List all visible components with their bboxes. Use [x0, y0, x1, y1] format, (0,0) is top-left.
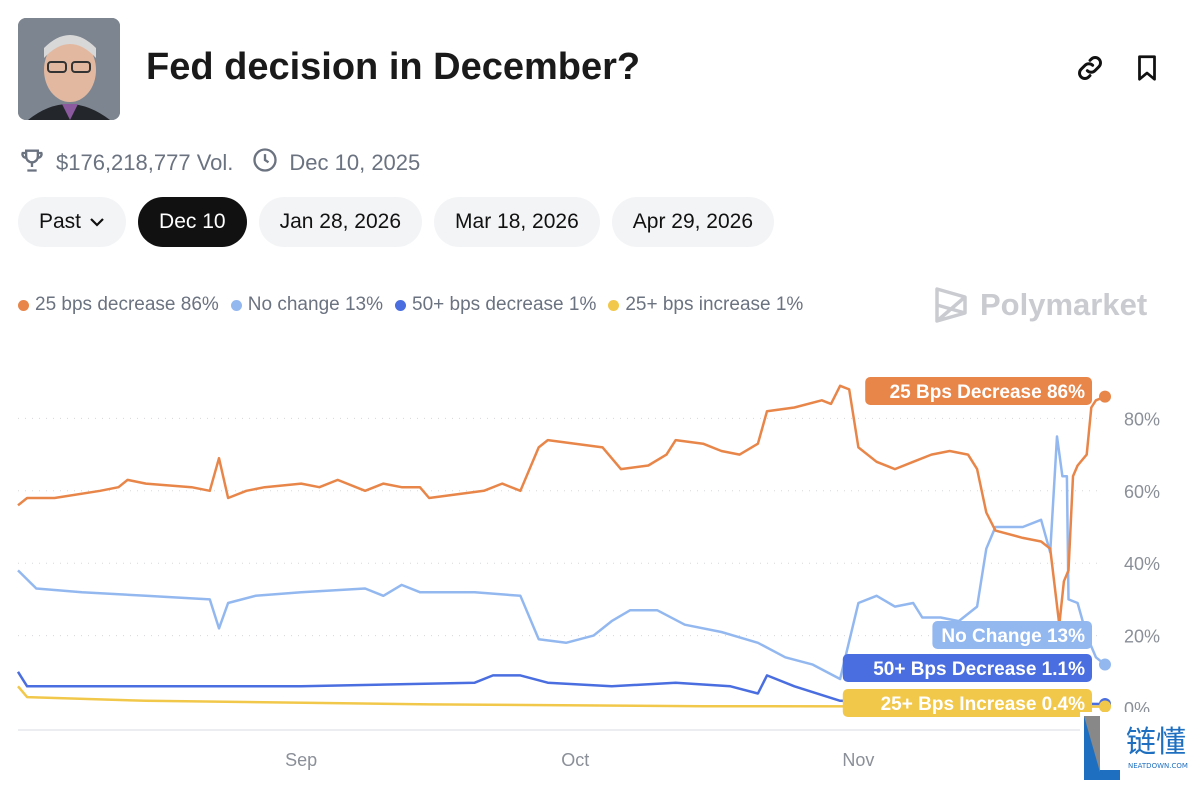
series-end-dot	[1099, 700, 1111, 713]
clock-icon	[251, 146, 279, 180]
series-label: 25+ Bps Increase 0.4%	[881, 694, 1085, 715]
legend-item: No change 13%	[230, 294, 384, 316]
legend-label: 25+ bps increase 1%	[625, 294, 804, 315]
series-label-box	[865, 377, 1092, 405]
market-meta: $176,218,777 Vol. Dec 10, 2025	[18, 146, 420, 180]
series-label: 25 Bps Decrease 86%	[890, 382, 1086, 403]
page-title: Fed decision in December?	[146, 46, 641, 88]
x-tick-label: Sep	[285, 750, 317, 770]
series-label-box	[932, 621, 1092, 649]
tab-label: Past	[39, 210, 82, 233]
chevron-down-icon	[89, 210, 105, 234]
legend-dot	[18, 299, 29, 311]
legend-label: No change 13%	[247, 294, 384, 315]
y-tick-label: 60%	[1124, 482, 1160, 502]
volume: $176,218,777 Vol.	[56, 150, 234, 175]
series-end-dot	[1099, 658, 1111, 671]
legend-dot	[608, 299, 620, 311]
tab-mar-18[interactable]: Mar 18, 2026	[434, 197, 600, 247]
chart-legend: 25 bps decrease 86% No change 13% 50+ bps …	[18, 294, 803, 316]
legend-item: 25 bps decrease 86%	[18, 294, 219, 316]
series-label-box	[842, 689, 1092, 717]
tab-jan-28[interactable]: Jan 28, 2026	[258, 197, 423, 247]
tab-dec-10[interactable]: Dec 10	[138, 197, 247, 247]
series-line	[17, 384, 1106, 626]
x-tick-label: Oct	[561, 750, 589, 770]
legend-item: 25+ bps increase 1%	[608, 294, 803, 316]
series-label-box	[842, 654, 1092, 682]
market-image	[18, 18, 120, 120]
link-icon[interactable]	[1074, 52, 1106, 84]
legend-dot	[395, 299, 407, 311]
polymarket-logo: Polymarket	[934, 286, 1147, 324]
series-line	[16, 671, 1106, 706]
legend-label: 50+ bps decrease 1%	[412, 294, 597, 315]
series-line	[17, 435, 1106, 681]
legend-item: 50+ bps decrease 1%	[395, 294, 596, 316]
legend-label: 25 bps decrease 86%	[35, 294, 219, 315]
tab-past[interactable]: Past	[18, 197, 127, 247]
legend-dot	[230, 299, 242, 311]
y-tick-label: 40%	[1124, 554, 1160, 574]
brand-name: Polymarket	[980, 287, 1148, 322]
y-tick-label: 20%	[1124, 627, 1160, 647]
series-label: 50+ Bps Decrease 1.1%	[873, 659, 1085, 680]
end-date: Dec 10, 2025	[289, 150, 421, 175]
y-tick-label: 80%	[1124, 409, 1160, 429]
series-end-dot	[1099, 390, 1111, 403]
svg-text:NEATDOWN.COM: NEATDOWN.COM	[1128, 762, 1188, 770]
date-tabs: Past Dec 10 Jan 28, 2026 Mar 18, 2026 Ap…	[18, 197, 775, 247]
x-tick-label: Nov	[842, 750, 874, 770]
tab-apr-29[interactable]: Apr 29, 2026	[611, 197, 775, 247]
bookmark-icon[interactable]	[1132, 52, 1164, 84]
trophy-icon	[18, 146, 46, 180]
watermark-logo: 链懂 NEATDOWN.COM	[1080, 712, 1198, 780]
svg-text:链懂: 链懂	[1126, 725, 1186, 760]
series-label: No Change 13%	[941, 626, 1085, 647]
series-line	[17, 685, 1106, 708]
